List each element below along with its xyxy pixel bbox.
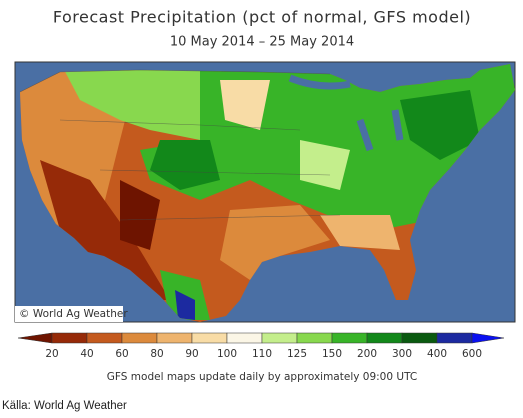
- colorbar-segment: [296, 332, 333, 344]
- colorbar-label: 80: [150, 348, 163, 360]
- colorbar-segment: [121, 332, 158, 344]
- colorbar-segment: [226, 332, 263, 344]
- colorbar-label: 100: [217, 348, 237, 360]
- colorbar-segment: [86, 332, 123, 344]
- colorbar-segment: [366, 332, 403, 344]
- colorbar-label: 600: [462, 348, 482, 360]
- colorbar-segment: [261, 332, 298, 344]
- colorbar-arrow-right: [471, 332, 505, 344]
- colorbar-arrow-left: [17, 332, 53, 344]
- subtitle: 10 May 2014 – 25 May 2014: [170, 35, 354, 50]
- colorbar-segment: [436, 332, 473, 344]
- colorbar-segment: [191, 332, 228, 344]
- colorbar-label: 110: [252, 348, 272, 360]
- colorbar-segment: [156, 332, 193, 344]
- footnote: GFS model maps update daily by approxima…: [107, 371, 417, 383]
- colorbar-label: 20: [45, 348, 58, 360]
- source: Källa: World Ag Weather: [2, 400, 127, 412]
- watermark: © World Ag Weather: [19, 308, 128, 320]
- watermark-box: [15, 306, 123, 322]
- colorbar-label: 200: [357, 348, 377, 360]
- map: © World Ag Weather: [14, 61, 516, 323]
- colorbar-label: 300: [392, 348, 412, 360]
- colorbar-label: 150: [322, 348, 342, 360]
- colorbar-segment: [51, 332, 88, 344]
- colorbar-label: 40: [80, 348, 93, 360]
- title: Forecast Precipitation (pct of normal, G…: [53, 8, 471, 27]
- colorbar-segment: [331, 332, 368, 344]
- colorbar-label: 90: [185, 348, 198, 360]
- colorbar-segment: [401, 332, 438, 344]
- colorbar-label: 60: [115, 348, 128, 360]
- colorbar-label: 125: [287, 348, 307, 360]
- colorbar-label: 400: [427, 348, 447, 360]
- colorbar: 20 40 60 80 90 100 110 125 150 200 300 400 600: [17, 332, 505, 360]
